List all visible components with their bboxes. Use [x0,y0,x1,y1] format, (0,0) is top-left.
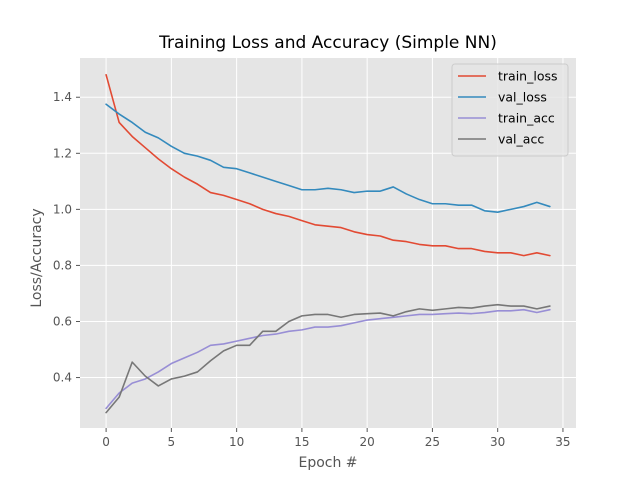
legend-label-train-acc: train_acc [498,111,555,126]
y-tick-label: 0.4 [53,371,72,385]
x-tick-label: 20 [360,435,375,449]
legend-label-val-acc: val_acc [498,132,544,147]
x-tick-label: 10 [229,435,244,449]
y-tick-label: 0.8 [53,258,72,272]
series-line-train-acc [105,308,551,410]
legend-label-train-loss: train_loss [498,69,558,84]
legend: train_loss val_loss train_acc val_acc [451,63,569,157]
series-line-val-acc [105,303,551,414]
y-tick-label: 1.0 [53,202,72,216]
x-tick-label: 35 [555,435,570,449]
x-axis-label: Epoch # [298,455,357,471]
x-tick-label: 30 [490,435,505,449]
x-tick-label: 0 [102,435,110,449]
legend-label-val-loss: val_loss [498,90,547,105]
chart-title: Training Loss and Accuracy (Simple NN) [158,33,497,53]
y-tick-label: 0.6 [53,314,72,328]
series-line-train-loss [105,74,551,257]
y-tick-label: 1.2 [53,146,72,160]
series-line-val-loss [105,103,551,213]
x-tick-label: 25 [425,435,440,449]
x-tick-label: 5 [168,435,176,449]
legend-box [451,63,569,157]
y-tick-label: 1.4 [53,90,72,104]
y-axis-label: Loss/Accuracy [29,208,45,307]
x-tick-label: 15 [294,435,309,449]
